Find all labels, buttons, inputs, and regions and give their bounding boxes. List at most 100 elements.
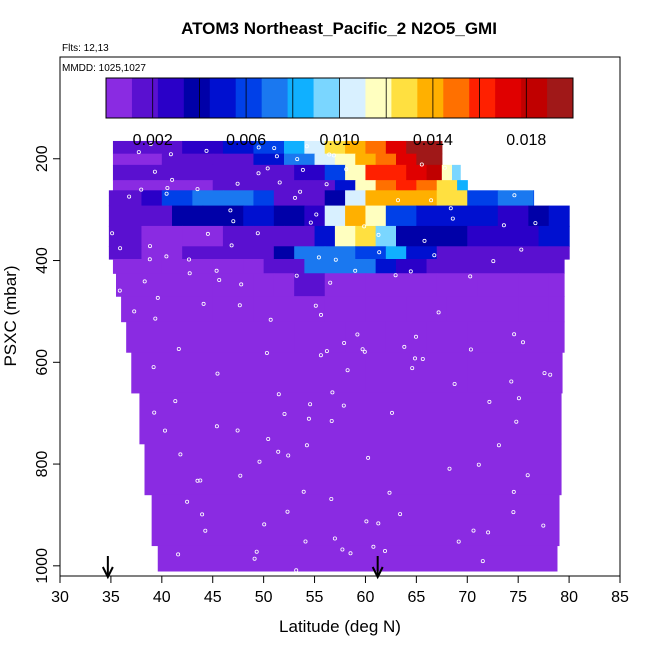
sample-marker bbox=[187, 271, 192, 276]
heatmap-cell bbox=[273, 246, 295, 260]
colorbar-tick-label: 0.018 bbox=[506, 132, 546, 149]
sample-marker bbox=[176, 552, 181, 557]
sample-marker bbox=[266, 436, 271, 441]
heatmap-cell bbox=[253, 153, 285, 166]
sample-marker bbox=[276, 449, 281, 454]
x-tick-label: 85 bbox=[611, 589, 629, 606]
sample-marker bbox=[487, 399, 492, 404]
sample-marker bbox=[398, 512, 403, 517]
heatmap-cell bbox=[141, 225, 183, 247]
heatmap-cell bbox=[355, 225, 377, 247]
heatmap-cell bbox=[144, 443, 562, 496]
heatmap-cell bbox=[334, 225, 356, 247]
sample-marker bbox=[203, 528, 208, 533]
heatmap-cell bbox=[139, 392, 562, 445]
sample-marker bbox=[387, 490, 392, 495]
heatmap-cell bbox=[253, 296, 285, 323]
x-axis-label: Latitude (deg N) bbox=[279, 617, 401, 636]
sample-marker bbox=[324, 182, 329, 187]
heatmap-cell bbox=[212, 259, 244, 274]
sample-marker bbox=[519, 247, 524, 252]
sample-marker bbox=[272, 146, 277, 151]
sample-marker bbox=[204, 148, 209, 153]
sample-marker bbox=[476, 462, 481, 467]
colorbar-swatch bbox=[157, 78, 185, 118]
sample-marker bbox=[366, 455, 371, 460]
heatmap-cell bbox=[355, 246, 387, 260]
heatmap-cell bbox=[467, 321, 509, 353]
sample-marker bbox=[308, 402, 313, 407]
sample-marker bbox=[541, 523, 546, 528]
sample-marker bbox=[471, 528, 476, 533]
heatmap-cell bbox=[157, 545, 558, 572]
heatmap-cell bbox=[426, 321, 468, 353]
colorbar-swatch bbox=[521, 78, 548, 118]
heatmap-cell bbox=[131, 352, 367, 394]
sample-marker bbox=[136, 150, 141, 155]
sample-marker bbox=[264, 350, 269, 355]
heatmap-cell bbox=[436, 246, 468, 260]
heatmap-cell bbox=[151, 494, 560, 547]
sample-marker bbox=[533, 221, 538, 226]
sample-marker bbox=[376, 232, 381, 237]
x-tick-label: 50 bbox=[255, 589, 273, 606]
heatmap-cell bbox=[538, 225, 570, 247]
sample-marker bbox=[178, 452, 183, 457]
sample-markers bbox=[110, 142, 553, 573]
sample-marker bbox=[512, 193, 517, 198]
sample-marker bbox=[345, 368, 350, 373]
heatmap-cell bbox=[365, 296, 407, 323]
sample-marker bbox=[239, 282, 244, 287]
heatmap-cell bbox=[446, 296, 489, 323]
heatmap-cell bbox=[426, 164, 443, 181]
heatmap-cell bbox=[304, 180, 336, 191]
sample-marker bbox=[525, 473, 530, 478]
heatmap-cell bbox=[467, 190, 499, 207]
heatmap-cell bbox=[112, 140, 143, 155]
heatmap-cell bbox=[222, 140, 255, 155]
sample-marker bbox=[313, 303, 318, 308]
heatmap-cell bbox=[416, 205, 448, 227]
colorbar-swatch bbox=[469, 78, 496, 118]
sample-marker bbox=[173, 399, 178, 404]
sample-marker bbox=[294, 568, 299, 573]
y-axis-label: PSXC (mbar) bbox=[1, 265, 20, 366]
sample-marker bbox=[468, 274, 473, 279]
y-tick-label: 600 bbox=[34, 349, 51, 376]
sample-marker bbox=[238, 473, 243, 478]
sample-marker bbox=[452, 381, 457, 386]
heatmap-cell bbox=[396, 259, 428, 274]
heatmap-cell bbox=[112, 153, 163, 166]
sample-marker bbox=[132, 309, 137, 314]
heatmap-cell bbox=[345, 321, 387, 353]
sample-marker bbox=[164, 254, 169, 259]
heatmap-cell bbox=[365, 190, 397, 207]
y-tick-label: 200 bbox=[34, 145, 51, 172]
sample-marker bbox=[205, 231, 210, 236]
sample-marker bbox=[429, 198, 434, 203]
x-tick-label: 45 bbox=[204, 589, 222, 606]
chart-title: ATOM3 Northeast_Pacific_2 N2O5_GMI bbox=[181, 19, 497, 38]
heatmap-cell bbox=[253, 164, 295, 181]
heatmap-cell bbox=[345, 259, 377, 274]
heatmap-cell bbox=[243, 259, 265, 274]
arrow-head bbox=[371, 566, 384, 580]
sample-marker bbox=[277, 180, 282, 185]
heatmap-cell bbox=[324, 296, 367, 323]
sample-marker bbox=[286, 453, 291, 458]
sample-marker bbox=[304, 443, 309, 448]
colorbar-swatch bbox=[339, 78, 366, 118]
heatmap-cell bbox=[345, 164, 367, 181]
heatmap-cell bbox=[508, 321, 565, 353]
heatmap-cell bbox=[385, 164, 407, 181]
heatmap-cell bbox=[294, 164, 326, 181]
sample-marker bbox=[294, 273, 299, 278]
heatmap-cell bbox=[112, 180, 163, 191]
sample-marker bbox=[314, 212, 319, 217]
heatmap-cell bbox=[396, 273, 438, 297]
sample-marker bbox=[548, 372, 553, 377]
heatmap-cell bbox=[548, 205, 570, 227]
sample-marker bbox=[448, 206, 453, 211]
heatmap-cell bbox=[441, 164, 453, 181]
sample-marker bbox=[511, 489, 516, 494]
